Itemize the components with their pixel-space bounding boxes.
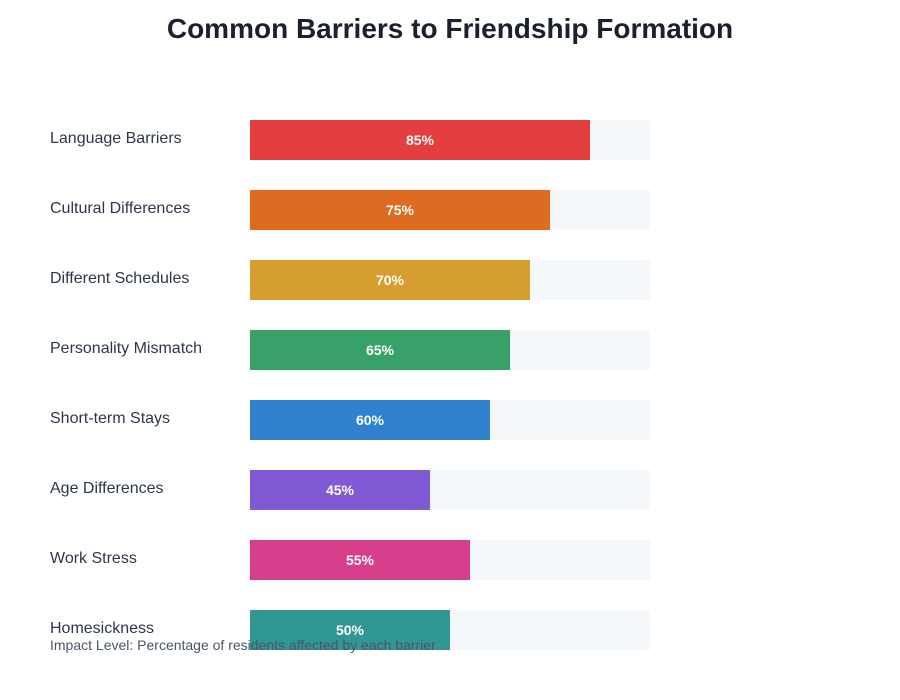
value-label: 55% <box>345 552 375 568</box>
bar-track: 45% <box>250 470 650 510</box>
chart-title: Common Barriers to Friendship Formation <box>166 13 734 44</box>
value-label: 75% <box>385 202 415 218</box>
value-label: 85% <box>405 132 435 148</box>
bar-track: 60% <box>250 400 650 440</box>
bar-track: 65% <box>250 330 650 370</box>
bar-track: 85% <box>250 120 650 160</box>
value-label: 45% <box>325 482 355 498</box>
bar: 75% <box>250 190 550 230</box>
value-label: 60% <box>355 412 385 428</box>
bar-track: 50% <box>250 610 650 650</box>
bar: 55% <box>250 540 470 580</box>
bar-track: 70% <box>250 260 650 300</box>
bar: 60% <box>250 400 490 440</box>
bar-track: 75% <box>250 190 650 230</box>
value-label: 65% <box>365 342 395 358</box>
bar: 70% <box>250 260 530 300</box>
category-label: Work Stress <box>50 550 137 567</box>
bar-track: 55% <box>250 540 650 580</box>
bar: 85% <box>250 120 590 160</box>
category-label: Personality Mismatch <box>50 340 203 357</box>
bar: 65% <box>250 330 510 370</box>
category-label: Short-term Stays <box>50 410 171 427</box>
category-label: Language Barriers <box>50 130 182 147</box>
category-label: Age Differences <box>50 480 164 497</box>
value-label: 70% <box>375 272 405 288</box>
bar: 45% <box>250 470 430 510</box>
value-label: 50% <box>335 622 365 638</box>
category-label: Cultural Differences <box>50 200 191 217</box>
category-label: Different Schedules <box>50 270 190 287</box>
bar: 50% <box>250 610 450 650</box>
chart-note: Impact Level: Percentage of residents af… <box>50 637 436 653</box>
category-label: Homesickness <box>50 620 155 637</box>
